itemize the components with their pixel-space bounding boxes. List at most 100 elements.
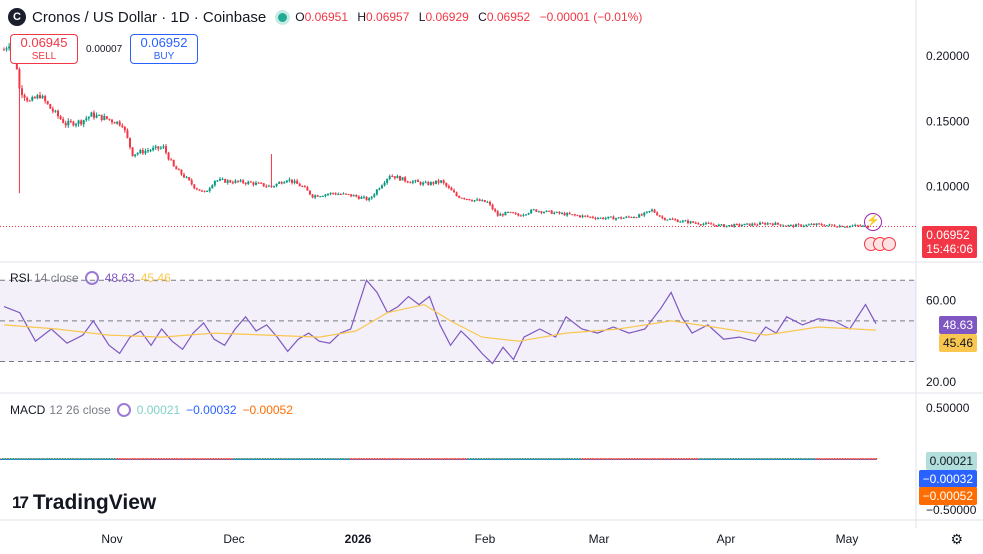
candle-body (368, 198, 371, 201)
candle-body (473, 200, 476, 202)
macd-histogram-bar (412, 458, 415, 460)
candle-body (57, 110, 59, 117)
candle-body (175, 166, 178, 170)
candle-body (746, 223, 749, 225)
macd-histogram-bar (306, 458, 308, 460)
settings-gear-icon[interactable]: ⚙ (950, 531, 963, 547)
time-tick-label: May (836, 532, 859, 546)
macd-histogram-bar (431, 458, 433, 460)
candle-body (748, 223, 751, 226)
macd-signal-value: −0.00052 (242, 403, 293, 417)
economic-events[interactable] (864, 237, 896, 251)
candle-body (417, 180, 419, 182)
candle-body (589, 216, 592, 218)
macd-histogram-bar (467, 458, 469, 460)
rsi-legend[interactable]: RSI 14 close 48.63 45.46 (10, 271, 171, 285)
candle-body (208, 188, 211, 192)
candle-body (779, 224, 782, 226)
candle-body (319, 196, 322, 198)
candle-body (239, 180, 242, 182)
candle-body (316, 195, 319, 197)
macd-histogram-bar (324, 458, 326, 460)
macd-histogram-bar (355, 458, 358, 460)
macd-histogram-bar (160, 458, 163, 460)
candle-body (548, 210, 551, 212)
buy-button[interactable]: 0.06952 BUY (130, 34, 198, 64)
candle-body (800, 224, 803, 227)
alert-bolt-icon[interactable]: ⚡ (864, 213, 882, 231)
candle-body (478, 199, 481, 202)
macd-histogram-bar (488, 458, 490, 460)
macd-histogram-bar (730, 458, 732, 460)
macd-histogram-bar (212, 458, 215, 460)
candle-body (404, 177, 407, 182)
candle-body (381, 185, 383, 189)
rsi-ma-line (3, 303, 877, 342)
macd-histogram-bar (454, 458, 456, 460)
candle-body (859, 225, 862, 227)
candle-body (463, 198, 466, 200)
candle-body (494, 209, 497, 212)
macd-histogram-bar (238, 458, 241, 460)
macd-histogram-bar (545, 458, 547, 460)
symbol-header[interactable]: C Cronos / US Dollar · 1D · Coinbase O0.… (8, 6, 648, 28)
macd-histogram-bar (672, 458, 675, 460)
candle-body (797, 224, 800, 226)
macd-histogram-bar (789, 458, 792, 460)
macd-histogram-bar (337, 458, 339, 460)
candle-body (537, 211, 540, 213)
candle-body (653, 209, 656, 213)
candle-body (759, 222, 761, 225)
us-flag-icon (882, 237, 896, 251)
macd-histogram-bar (862, 458, 865, 460)
macd-histogram-bar (524, 458, 527, 460)
macd-histogram-bar (587, 458, 589, 460)
candle-body (699, 224, 702, 226)
macd-histogram-bar (210, 458, 212, 460)
candle-body (219, 179, 221, 181)
candle-body (262, 183, 265, 187)
candle-body (237, 180, 239, 182)
candle-body (424, 182, 427, 184)
macd-histogram-bar (566, 458, 568, 460)
macd-histogram-bar (405, 458, 407, 460)
candle-body (453, 190, 455, 193)
macd-histogram-bar (43, 458, 46, 460)
macd-legend[interactable]: MACD 12 26 close 0.00021 −0.00032 −0.000… (10, 403, 293, 417)
macd-histogram-bar (173, 458, 176, 460)
candle-body (517, 213, 520, 216)
macd-histogram-bar (849, 458, 852, 460)
macd-histogram-bar (165, 458, 168, 460)
candle-body (512, 212, 515, 214)
countdown-value: 15:46:06 (926, 242, 973, 256)
close-key: C (478, 10, 487, 24)
macd-histogram-bar (116, 458, 118, 460)
sell-label: SELL (31, 51, 57, 62)
candle-body (365, 196, 368, 201)
candle-body (195, 188, 198, 190)
candle-body (640, 214, 643, 216)
macd-histogram-bar (639, 458, 641, 460)
macd-histogram-bar (402, 458, 404, 460)
macd-histogram-bar (251, 458, 254, 460)
candle-body (571, 214, 574, 216)
symbol-title[interactable]: Cronos / US Dollar · 1D · Coinbase (32, 8, 267, 26)
macd-histogram-bar (379, 458, 381, 460)
time-tick-label: 2026 (345, 532, 372, 546)
candle-body (633, 217, 635, 219)
candle-body (257, 182, 260, 184)
tradingview-logo[interactable]: 17 TradingView (12, 491, 156, 515)
candle-body (113, 122, 116, 124)
candle-body (707, 222, 710, 224)
macd-histogram-bar (30, 458, 33, 460)
macd-histogram-bar (459, 458, 462, 460)
macd-histogram-bar (719, 458, 722, 460)
candle-body (751, 223, 754, 226)
sell-button[interactable]: 0.06945 SELL (10, 34, 78, 64)
macd-histogram-bar (150, 458, 152, 460)
macd-histogram-bar (381, 458, 384, 460)
macd-histogram-bar (792, 458, 794, 460)
macd-line-badge: −0.00032 (918, 470, 977, 488)
candle-body (75, 123, 77, 126)
macd-histogram-bar (808, 458, 810, 460)
